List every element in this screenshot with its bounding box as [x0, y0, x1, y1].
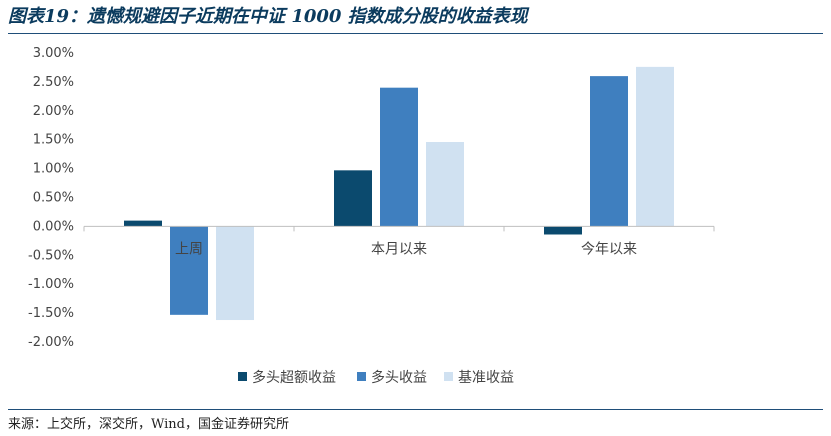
x-tick-label: 上周 — [175, 241, 203, 257]
bar — [216, 226, 254, 321]
source-note: 来源：上交所，深交所，Wind，国金证券研究所 — [8, 417, 289, 432]
bar — [334, 170, 372, 227]
figure-title: 图表19：遗憾规避因子近期在中证 1000 指数成分股的收益表现 — [8, 6, 528, 27]
y-tick-label: 2.50% — [33, 75, 74, 90]
legend-label: 多头超额收益 — [252, 369, 336, 386]
y-tick-label: 0.00% — [33, 219, 74, 234]
y-tick-label: -2.00% — [28, 335, 74, 350]
y-tick-label: 1.00% — [33, 162, 74, 177]
y-tick-label: -1.50% — [28, 306, 74, 321]
bar — [426, 142, 464, 227]
y-tick-label: 2.00% — [33, 104, 74, 119]
legend-swatch — [444, 372, 453, 381]
y-axis: 3.00% 2.50% 2.00% 1.50% 1.00% 0.50% 0.00% -0.50… — [28, 46, 74, 350]
y-tick-label: 0.50% — [33, 191, 74, 206]
bar — [590, 76, 628, 227]
bar — [380, 87, 418, 227]
legend-label: 多头收益 — [371, 369, 427, 386]
y-tick-label: 1.50% — [33, 133, 74, 148]
y-tick-label: -0.50% — [28, 248, 74, 263]
legend: 多头超额收益 多头收益 基准收益 — [238, 369, 514, 386]
x-axis: 上周 本月以来 今年以来 — [83, 225, 715, 257]
legend-label: 基准收益 — [458, 369, 514, 386]
title-divider — [8, 33, 823, 34]
bar-series-group — [124, 66, 674, 321]
x-tick-label: 今年以来 — [581, 241, 637, 257]
bar — [636, 66, 674, 227]
source-divider — [8, 409, 823, 410]
legend-swatch — [357, 372, 366, 381]
y-tick-label: 3.00% — [33, 46, 74, 61]
bar — [544, 226, 582, 235]
x-tick-label: 本月以来 — [371, 241, 427, 257]
bar — [170, 226, 208, 315]
legend-swatch — [238, 372, 247, 381]
y-tick-label: -1.00% — [28, 277, 74, 292]
bar — [124, 220, 162, 227]
bar-chart: 3.00% 2.50% 2.00% 1.50% 1.00% 0.50% 0.00% -0.50… — [28, 46, 715, 386]
